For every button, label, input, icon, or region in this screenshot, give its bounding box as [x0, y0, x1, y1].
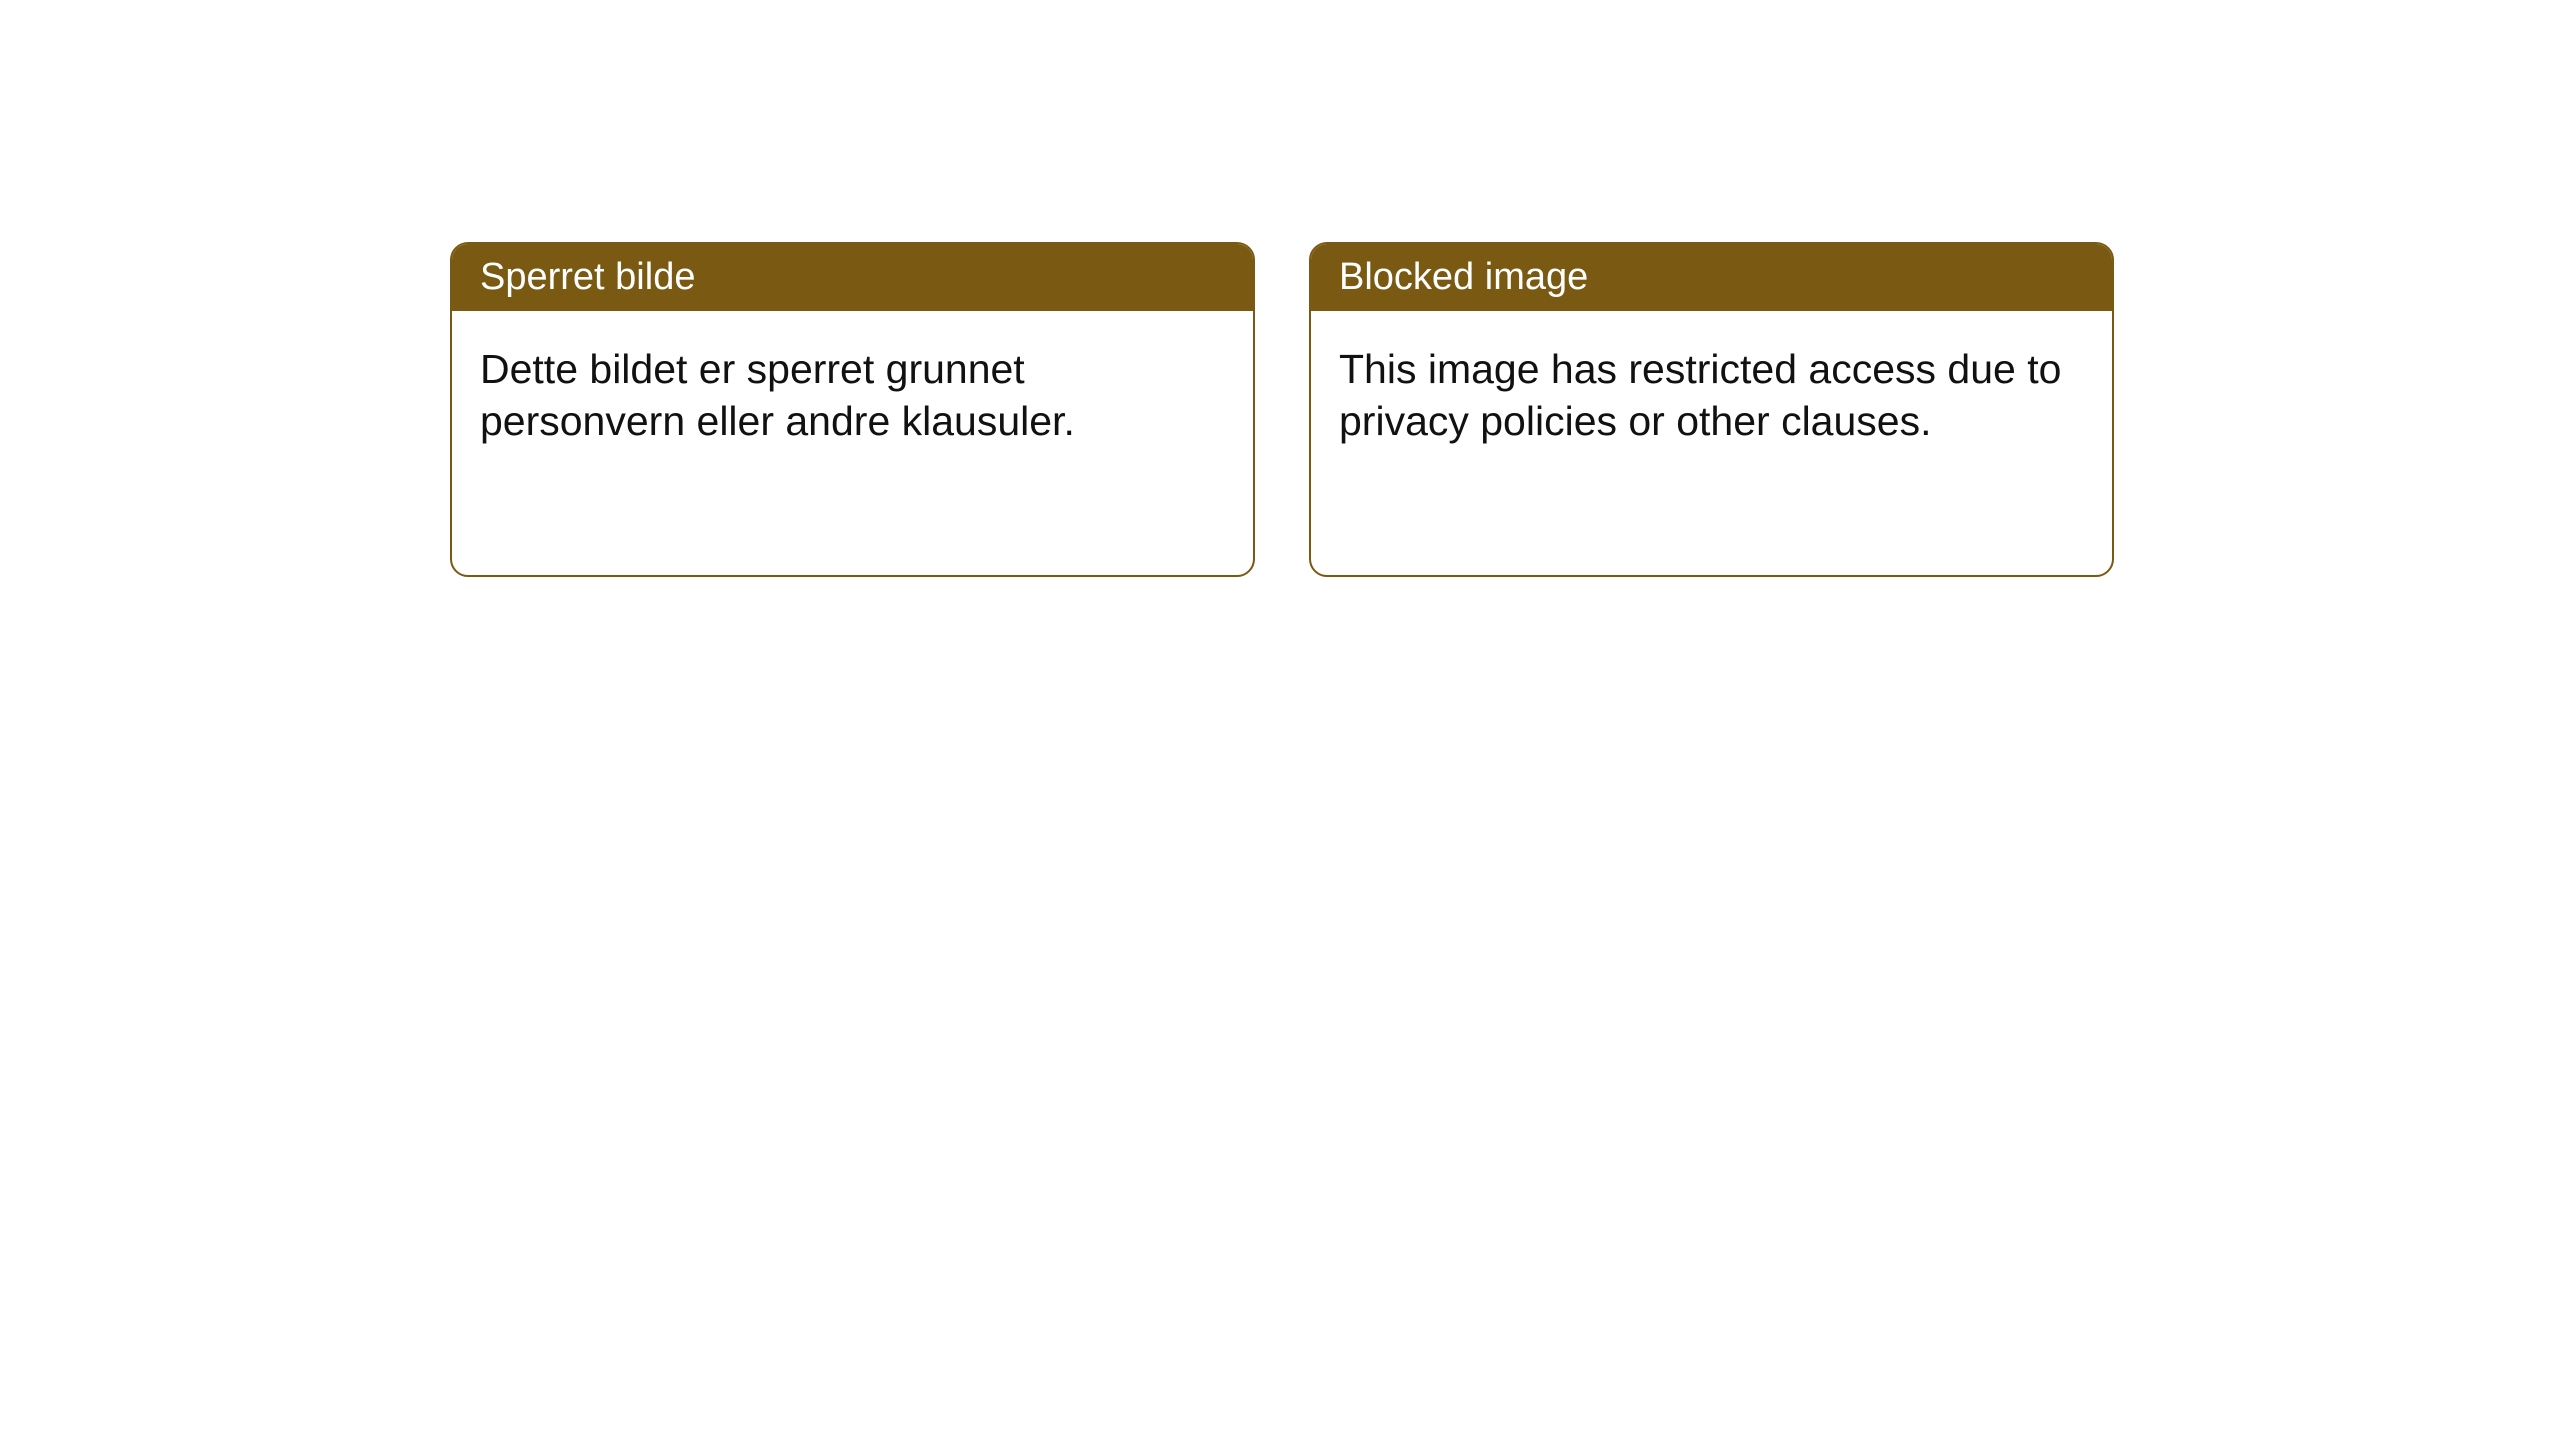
card-header-norwegian: Sperret bilde — [452, 244, 1253, 311]
card-header-english: Blocked image — [1311, 244, 2112, 311]
notice-container: Sperret bilde Dette bildet er sperret gr… — [0, 0, 2560, 577]
card-body-english: This image has restricted access due to … — [1311, 311, 2112, 480]
blocked-image-card-english: Blocked image This image has restricted … — [1309, 242, 2114, 577]
card-body-norwegian: Dette bildet er sperret grunnet personve… — [452, 311, 1253, 480]
blocked-image-card-norwegian: Sperret bilde Dette bildet er sperret gr… — [450, 242, 1255, 577]
